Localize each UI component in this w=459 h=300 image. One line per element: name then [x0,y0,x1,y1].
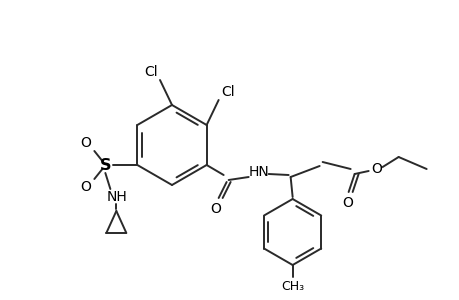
Text: S: S [100,158,111,172]
Text: NH: NH [107,190,128,204]
Text: O: O [210,202,221,216]
Text: Cl: Cl [220,85,234,99]
Text: Cl: Cl [144,65,157,79]
Text: O: O [80,180,90,194]
Text: O: O [80,136,90,150]
Text: HN: HN [248,165,269,179]
Text: CH₃: CH₃ [280,280,303,293]
Text: O: O [370,162,381,176]
Text: O: O [341,196,353,210]
